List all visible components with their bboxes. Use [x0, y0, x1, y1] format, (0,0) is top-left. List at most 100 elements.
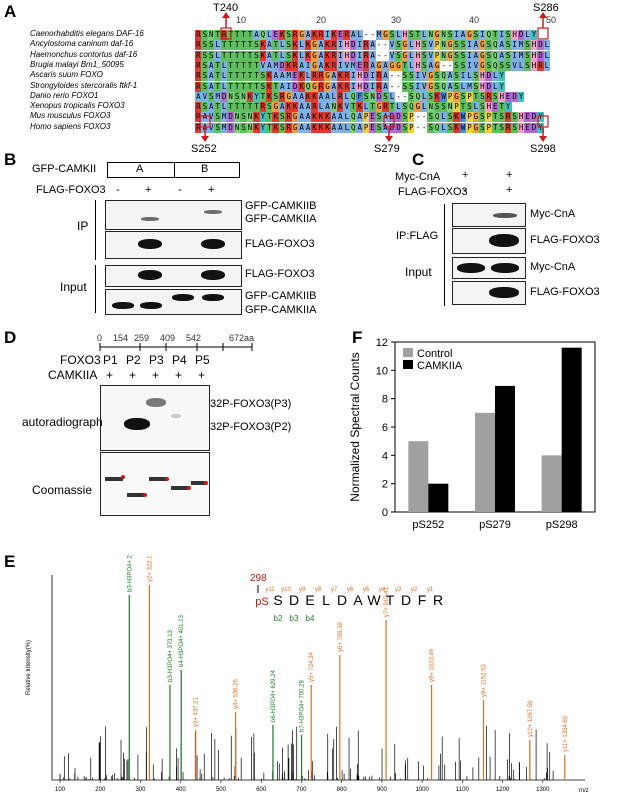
residue: Y — [498, 81, 506, 92]
residue: E — [291, 71, 299, 82]
coomassie-gel — [100, 452, 210, 516]
b-label-camkiib-input: GFP-CAMKIIB — [245, 290, 317, 302]
residue: K — [272, 122, 280, 133]
residue: D — [362, 81, 370, 92]
mz-tick-label: 200 — [95, 787, 106, 793]
residue: A — [330, 71, 338, 82]
residue: E — [337, 30, 344, 40]
residue: L — [408, 50, 415, 61]
residue: D — [227, 122, 235, 133]
residue: K — [278, 30, 286, 40]
residue: T — [214, 102, 222, 113]
residue: A — [304, 112, 312, 123]
y-ion-label: y11 — [265, 587, 275, 593]
residue: T — [259, 91, 267, 102]
residue: R — [195, 81, 202, 92]
residue: R — [537, 60, 544, 71]
residue: T — [246, 50, 254, 61]
residue: T — [233, 71, 241, 82]
residue: T — [401, 60, 409, 71]
residue: S — [408, 81, 415, 92]
residue: E — [491, 102, 499, 113]
residue: A — [382, 112, 389, 123]
residue: S — [266, 102, 273, 113]
residue: L — [278, 40, 286, 51]
residue: S — [207, 50, 215, 61]
residue: K — [337, 71, 344, 82]
residue: N — [427, 30, 435, 40]
residue: T — [272, 81, 280, 92]
residue: K — [433, 91, 441, 102]
residue: A — [272, 71, 280, 82]
residue: I — [479, 30, 486, 40]
residue: S — [459, 60, 467, 71]
residue: P — [408, 112, 415, 123]
residue: T — [227, 40, 235, 51]
residue: T — [253, 102, 260, 113]
residue: E — [369, 112, 377, 123]
band-label-p3: 32P-FOXO3(P3) — [210, 398, 292, 410]
residue: K — [453, 122, 460, 133]
residue: T — [227, 71, 235, 82]
residue: T — [491, 30, 499, 40]
residue: S — [233, 91, 241, 102]
mz-tick-label: 1300 — [536, 787, 550, 793]
myc-sign-1: + — [462, 169, 469, 181]
ion-peak-label: y9+ 1152.53 — [481, 664, 487, 697]
residue: K — [304, 40, 312, 51]
residue: R — [337, 91, 344, 102]
residue: T — [227, 81, 235, 92]
residue: G — [433, 30, 441, 40]
residue: N — [440, 30, 448, 40]
residue: R — [195, 122, 202, 133]
residue: H — [414, 50, 422, 61]
residue: L — [220, 71, 228, 82]
residue: A — [278, 81, 286, 92]
residue: S — [401, 71, 409, 82]
residue: G — [272, 102, 280, 113]
residue: T — [214, 30, 222, 40]
residue: L — [356, 30, 364, 40]
residue: K — [298, 71, 306, 82]
residue: I — [337, 40, 344, 51]
ion-peak-label: y10+ 1267.56 — [528, 700, 534, 737]
residue: V — [343, 102, 351, 113]
mz-tick-label: 1200 — [496, 787, 510, 793]
ip-flag-label: IP:FLAG — [396, 230, 439, 242]
residue: R — [504, 112, 512, 123]
residue: S — [427, 122, 435, 133]
residue: G — [375, 102, 383, 113]
y-ion-label: y10 — [281, 587, 291, 593]
residue: T — [491, 122, 499, 133]
c-flag-sign-2: + — [506, 184, 513, 196]
residue: T — [246, 71, 254, 82]
residue: - — [375, 40, 383, 51]
residue: K — [337, 81, 344, 92]
residue: - — [420, 122, 428, 133]
bar-camkiia-ps298 — [561, 347, 582, 512]
residue: E — [524, 112, 531, 123]
residue: Y — [253, 91, 260, 102]
y-ion-label: y2 — [411, 587, 418, 593]
residue: E — [369, 122, 377, 133]
residue: S — [259, 81, 267, 92]
residue: N — [207, 30, 215, 40]
residue: A — [317, 91, 325, 102]
residue: F — [356, 91, 364, 102]
residue: D — [349, 50, 357, 61]
residue: G — [479, 40, 486, 51]
residue: L — [330, 91, 338, 102]
residue: K — [324, 50, 331, 61]
residue: A — [356, 122, 364, 133]
residue: H — [414, 40, 422, 51]
residue: N — [233, 112, 241, 123]
residue: V — [388, 40, 396, 51]
x-tick-label: pS279 — [479, 519, 511, 531]
residue: Q — [433, 122, 441, 133]
mz-tick-label: 800 — [337, 787, 348, 793]
residue: K — [317, 112, 325, 123]
panel-label-f: F — [352, 328, 363, 347]
residue: P — [466, 91, 473, 102]
residue: L — [304, 71, 312, 82]
residue: T — [227, 60, 235, 71]
